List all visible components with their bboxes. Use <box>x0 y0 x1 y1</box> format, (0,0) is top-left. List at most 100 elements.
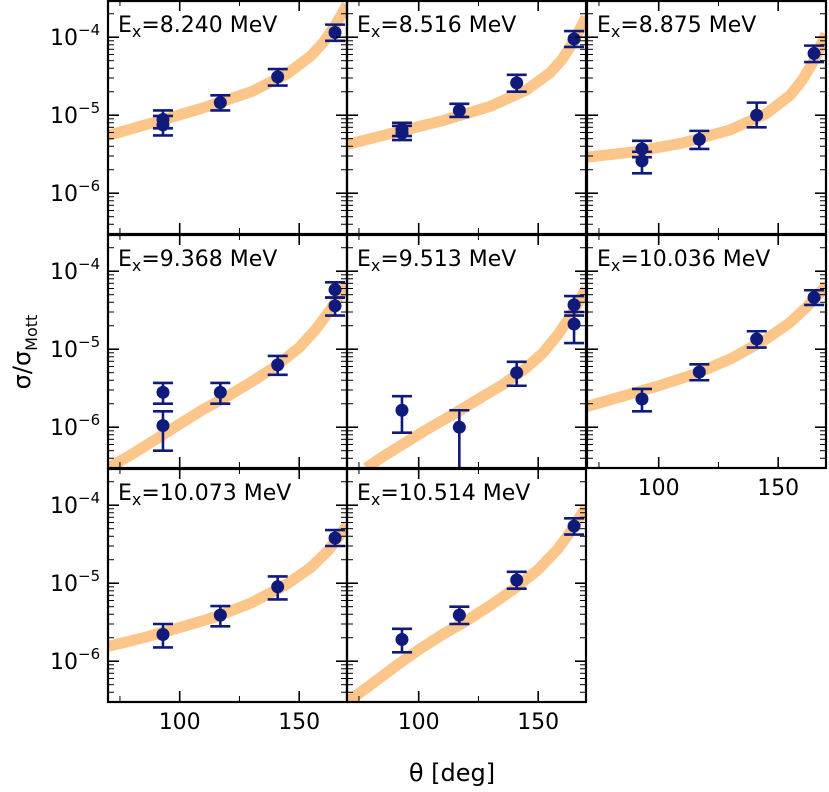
marker <box>213 96 227 110</box>
marker <box>807 291 821 305</box>
data-point <box>804 44 825 64</box>
marker <box>328 531 342 545</box>
data-point <box>152 409 173 452</box>
y-tick-label-exp: −4 <box>78 489 100 507</box>
fit-band <box>587 282 826 412</box>
data-point <box>449 102 470 119</box>
panel-8: Ex=10.514 MeV 100 150 <box>345 467 588 735</box>
panel-label: Ex=8.875 MeV <box>597 13 756 41</box>
fit-band <box>108 522 347 652</box>
x-tick-label: 150 <box>517 710 559 735</box>
y-tick-label: 10−5 <box>50 99 100 129</box>
panel-label-rest: =8.875 MeV <box>620 13 756 38</box>
marker <box>395 632 409 646</box>
y-tick-label: 10−4 <box>50 255 100 285</box>
panel-label-base: E <box>357 13 371 38</box>
panel-label-sub: x <box>132 256 141 275</box>
data-point <box>152 622 173 649</box>
panel-label-rest: =10.036 MeV <box>620 247 770 272</box>
marker <box>692 365 706 379</box>
data-point <box>325 281 346 299</box>
marker <box>692 132 706 146</box>
data-point <box>804 288 825 307</box>
marker <box>271 580 285 594</box>
marker <box>328 283 342 297</box>
y-tick-label-exp: −5 <box>78 99 100 117</box>
y-tick-label-base: 10 <box>50 416 78 441</box>
panel-frame <box>585 233 828 470</box>
data-point <box>210 94 231 112</box>
data-point <box>564 516 585 536</box>
y-tick-label-base: 10 <box>50 650 78 675</box>
data-point <box>391 121 412 138</box>
data-point <box>267 575 288 601</box>
panel-label-sub: x <box>611 256 620 275</box>
marker <box>452 103 466 117</box>
y-tick-label-base: 10 <box>50 260 78 285</box>
marker <box>156 628 170 642</box>
marker <box>271 358 285 372</box>
y-tick-label-exp: −4 <box>78 21 100 39</box>
marker <box>395 122 409 136</box>
marker <box>567 519 581 533</box>
x-tick-label: 100 <box>638 476 680 501</box>
data-point <box>689 363 710 382</box>
panel-label-rest: =9.368 MeV <box>141 247 277 272</box>
marker <box>567 317 581 331</box>
panel-5: Ex=9.513 MeV <box>345 233 588 470</box>
panel-label-base: E <box>118 247 132 272</box>
marker <box>635 392 649 406</box>
panel-label-rest: =9.513 MeV <box>380 247 516 272</box>
marker <box>452 420 466 434</box>
panel-label-sub: x <box>371 490 380 509</box>
panel-label-rest: =10.073 MeV <box>141 481 291 506</box>
panel-label: Ex=8.516 MeV <box>357 13 516 41</box>
y-tick-label-base: 10 <box>50 494 78 519</box>
panel-label: Ex=9.368 MeV <box>118 247 277 275</box>
panel-label-base: E <box>118 481 132 506</box>
marker <box>156 385 170 399</box>
data-point <box>746 101 767 129</box>
panel-label: Ex=9.513 MeV <box>357 247 516 275</box>
data-point <box>506 360 527 388</box>
panel-label-base: E <box>597 247 611 272</box>
marker <box>510 366 524 380</box>
x-tick-label: 150 <box>278 710 320 735</box>
panel-2: Ex=8.516 MeV <box>345 0 588 236</box>
fit-band <box>108 280 347 468</box>
x-tick-label: 100 <box>159 710 201 735</box>
data-point <box>391 394 412 435</box>
data-point <box>210 604 231 628</box>
y-tick-label-exp: −5 <box>78 333 100 351</box>
y-tick-label-base: 10 <box>50 182 78 207</box>
y-tick-label: 10−6 <box>50 645 100 675</box>
y-tick-label-base: 10 <box>50 104 78 129</box>
y-tick-label: 10−6 <box>50 411 100 441</box>
marker <box>567 298 581 312</box>
marker <box>750 108 764 122</box>
y-tick-label-exp: −5 <box>78 567 100 585</box>
panel-frame <box>345 467 588 704</box>
panel-label: Ex=8.240 MeV <box>118 13 277 41</box>
y-tick-label-exp: −6 <box>78 645 100 663</box>
panel-label-base: E <box>597 13 611 38</box>
x-tick-label: 150 <box>757 476 799 501</box>
panel-label: Ex=10.514 MeV <box>357 481 530 509</box>
marker <box>750 332 764 346</box>
y-tick-label: 10−6 <box>50 177 100 207</box>
y-tick-label-base: 10 <box>50 26 78 51</box>
y-tick-label-exp: −6 <box>78 411 100 429</box>
data-point <box>325 23 346 43</box>
data-point <box>564 294 585 317</box>
panel-label-rest: =8.240 MeV <box>141 13 277 38</box>
y-tick-label: 10−4 <box>50 21 100 51</box>
marker <box>328 299 342 313</box>
y-tick-label: 10−5 <box>50 333 100 363</box>
data-point <box>152 381 173 406</box>
marker <box>567 32 581 46</box>
y-axis-label-sub: Mott <box>22 315 41 351</box>
